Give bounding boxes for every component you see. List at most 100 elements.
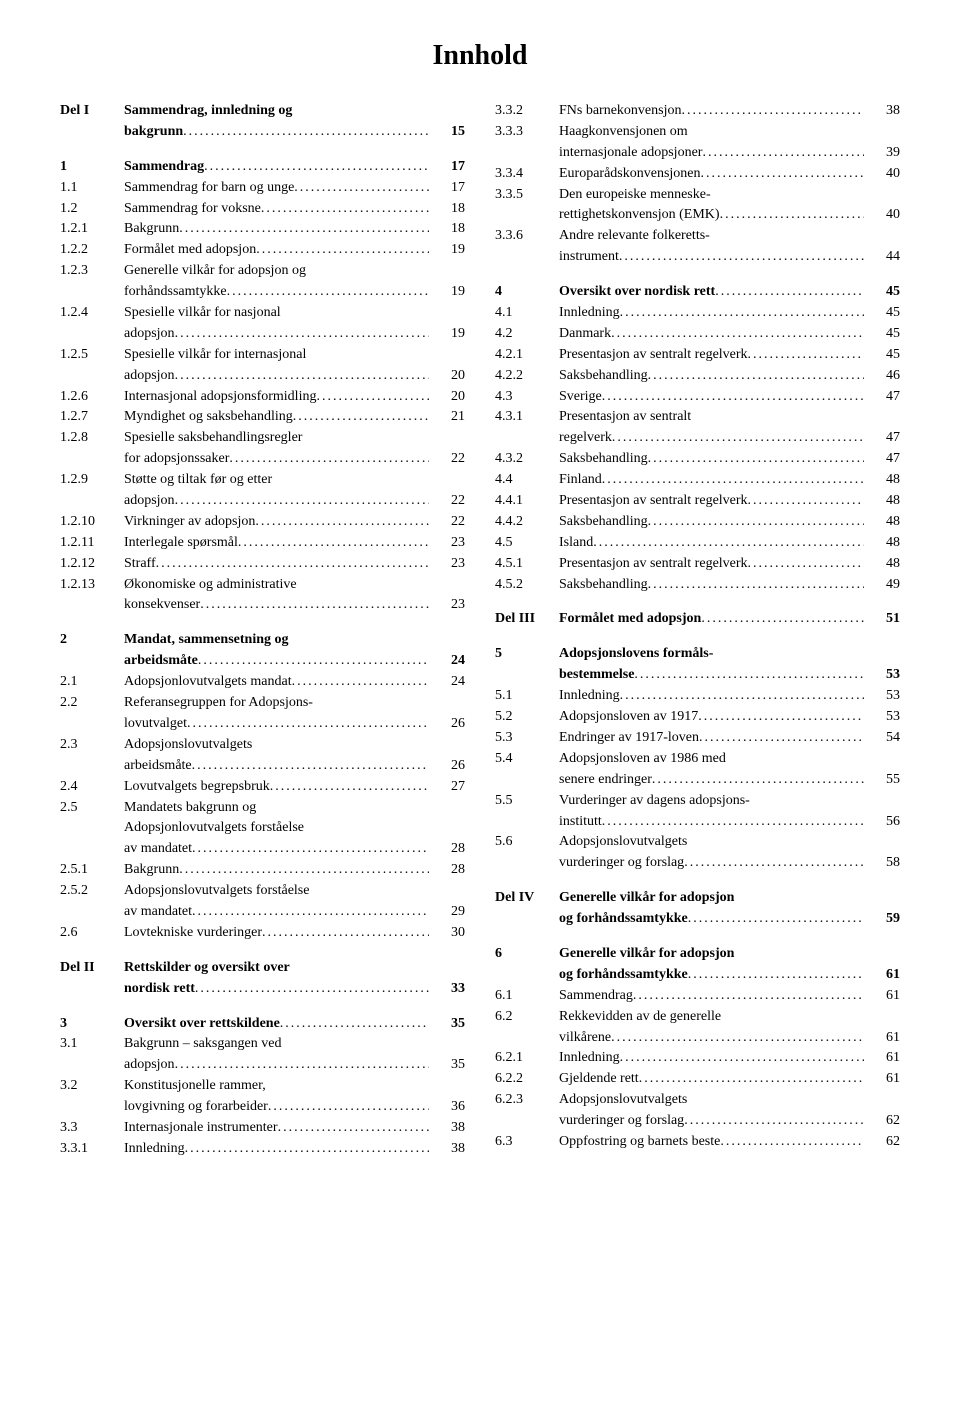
- toc-entry-number: Del III: [495, 610, 559, 629]
- toc-entry-number: 2.5.2: [60, 882, 124, 901]
- toc-entry-label: adopsjon: [124, 1056, 429, 1075]
- toc-entry: 3.3.3Haagkonvensjonen om: [495, 123, 900, 142]
- toc-entry-number: 4.4: [495, 471, 559, 490]
- toc-entry-label: Myndighet og saksbehandling: [124, 408, 429, 427]
- toc-entry: forhåndssamtykke19: [60, 283, 465, 302]
- toc-entry-label: Oversikt over nordisk rett: [559, 283, 864, 302]
- toc-entry-number: 5.4: [495, 750, 559, 769]
- toc-entry-label: Adopsjonlovutvalgets mandat: [124, 673, 429, 692]
- toc-entry: 2.5.2Adopsjonslovutvalgets forståelse: [60, 882, 465, 901]
- toc-entry-page: 24: [429, 652, 465, 671]
- toc-entry-page: 56: [864, 813, 900, 832]
- toc-entry-page: 53: [864, 666, 900, 685]
- toc-entry-page: 45: [864, 304, 900, 323]
- toc-entry-label: Adopsjonslovens formåls-: [559, 645, 864, 664]
- toc-entry-number: 1.2: [60, 200, 124, 219]
- toc-spacer: [495, 596, 900, 610]
- toc-entry: vurderinger og forslag58: [495, 854, 900, 873]
- toc-entry-label: Økonomiske og administrative: [124, 576, 429, 595]
- toc-entry: 6.2.2Gjeldende rett61: [495, 1070, 900, 1089]
- toc-entry: bestemmelse53: [495, 666, 900, 685]
- toc-entry-page: 48: [864, 492, 900, 511]
- toc-entry-page: 51: [864, 610, 900, 629]
- toc-entry-page: 38: [864, 102, 900, 121]
- toc-spacer: [495, 931, 900, 945]
- toc-entry-label: Presentasjon av sentralt: [559, 408, 864, 427]
- toc-entry: 3.3.6Andre relevante folkeretts-: [495, 227, 900, 246]
- toc-entry-number: 5.5: [495, 792, 559, 811]
- toc-entry-page: 23: [429, 534, 465, 553]
- toc-entry-label: Oversikt over rettskildene: [124, 1015, 429, 1034]
- toc-entry-label: Den europeiske menneske-: [559, 186, 864, 205]
- toc-entry-label: nordisk rett: [124, 980, 429, 999]
- toc-entry-number: 5.2: [495, 708, 559, 727]
- toc-entry: 6.2Rekkevidden av de generelle: [495, 1008, 900, 1027]
- toc-entry-number: 1.2.2: [60, 241, 124, 260]
- toc-entry-label: Endringer av 1917-loven: [559, 729, 864, 748]
- toc-entry: adopsjon22: [60, 492, 465, 511]
- toc-entry: Del IVGenerelle vilkår for adopsjon: [495, 889, 900, 908]
- toc-entry: Del IIRettskilder og oversikt over: [60, 959, 465, 978]
- toc-entry-label: Spesielle vilkår for internasjonal: [124, 346, 429, 365]
- toc-entry-page: 48: [864, 471, 900, 490]
- toc-entry: 4.5.2Saksbehandling49: [495, 576, 900, 595]
- toc-entry-label: Generelle vilkår for adopsjon: [559, 889, 864, 908]
- toc-entry: 4.2.2Saksbehandling46: [495, 367, 900, 386]
- toc-entry: 1.2.8Spesielle saksbehandlingsregler: [60, 429, 465, 448]
- toc-entry: 2.3Adopsjonslovutvalgets: [60, 736, 465, 755]
- toc-entry-number: Del IV: [495, 889, 559, 908]
- toc-entry-page: 48: [864, 534, 900, 553]
- toc-entry-label: vilkårene: [559, 1029, 864, 1048]
- toc-spacer: [60, 144, 465, 158]
- toc-entry-label: Innledning: [559, 1049, 864, 1068]
- toc-entry-label: og forhåndssamtykke: [559, 966, 864, 985]
- toc-entry-page: 20: [429, 388, 465, 407]
- toc-entry-label: Rettskilder og oversikt over: [124, 959, 429, 978]
- toc-entry-label: Oppfostring og barnets beste: [559, 1133, 864, 1152]
- toc-entry-page: 18: [429, 220, 465, 239]
- toc-entry-number: 1.2.11: [60, 534, 124, 553]
- toc-entry: 6.1Sammendrag61: [495, 987, 900, 1006]
- toc-entry-label: Presentasjon av sentralt regelverk: [559, 555, 864, 574]
- toc-entry-number: 3.3.4: [495, 165, 559, 184]
- toc-entry-label: Generelle vilkår for adopsjon: [559, 945, 864, 964]
- toc-entry-page: 58: [864, 854, 900, 873]
- toc-entry-label: vurderinger og forslag: [559, 1112, 864, 1131]
- page-title: Innhold: [60, 40, 900, 72]
- toc-entry-number: 1.2.1: [60, 220, 124, 239]
- toc-entry-number: 4.5: [495, 534, 559, 553]
- toc-entry-label: av mandatet: [124, 840, 429, 859]
- toc-entry-number: 5.6: [495, 833, 559, 852]
- toc-entry: Del IIIFormålet med adopsjon51: [495, 610, 900, 629]
- toc-entry-page: 39: [864, 144, 900, 163]
- toc-entry: arbeidsmåte26: [60, 757, 465, 776]
- toc-entry: 4.4.1Presentasjon av sentralt regelverk4…: [495, 492, 900, 511]
- toc-entry: 2.1Adopsjonlovutvalgets mandat24: [60, 673, 465, 692]
- toc-spacer: [495, 269, 900, 283]
- toc-entry-page: 23: [429, 555, 465, 574]
- toc-entry-label: vurderinger og forslag: [559, 854, 864, 873]
- toc-entry-label: Bakgrunn – saksgangen ved: [124, 1035, 429, 1054]
- toc-entry-number: 1.2.12: [60, 555, 124, 574]
- toc-entry-number: 1.2.3: [60, 262, 124, 281]
- toc-entry: for adopsjonssaker22: [60, 450, 465, 469]
- toc-entry-page: 17: [429, 158, 465, 177]
- toc-entry: arbeidsmåte24: [60, 652, 465, 671]
- toc-entry-page: 22: [429, 492, 465, 511]
- toc-entry-number: 6.2.2: [495, 1070, 559, 1089]
- toc-entry-number: 3.2: [60, 1077, 124, 1096]
- toc-entry-label: Referansegruppen for Adopsjons-: [124, 694, 429, 713]
- toc-entry-label: lovgivning og forarbeider: [124, 1098, 429, 1117]
- toc-entry-label: Island: [559, 534, 864, 553]
- toc-entry: 4.5Island48: [495, 534, 900, 553]
- toc-entry: 3.3.5Den europeiske menneske-: [495, 186, 900, 205]
- toc-entry-label: Spesielle saksbehandlingsregler: [124, 429, 429, 448]
- toc-spacer: [495, 875, 900, 889]
- toc-spacer: [60, 1001, 465, 1015]
- toc-entry: 6.2.1Innledning61: [495, 1049, 900, 1068]
- toc-entry-number: 4.5.2: [495, 576, 559, 595]
- toc-entry-page: 22: [429, 513, 465, 532]
- toc-entry-number: 2.5.1: [60, 861, 124, 880]
- toc-entry-page: 48: [864, 513, 900, 532]
- toc-spacer: [60, 945, 465, 959]
